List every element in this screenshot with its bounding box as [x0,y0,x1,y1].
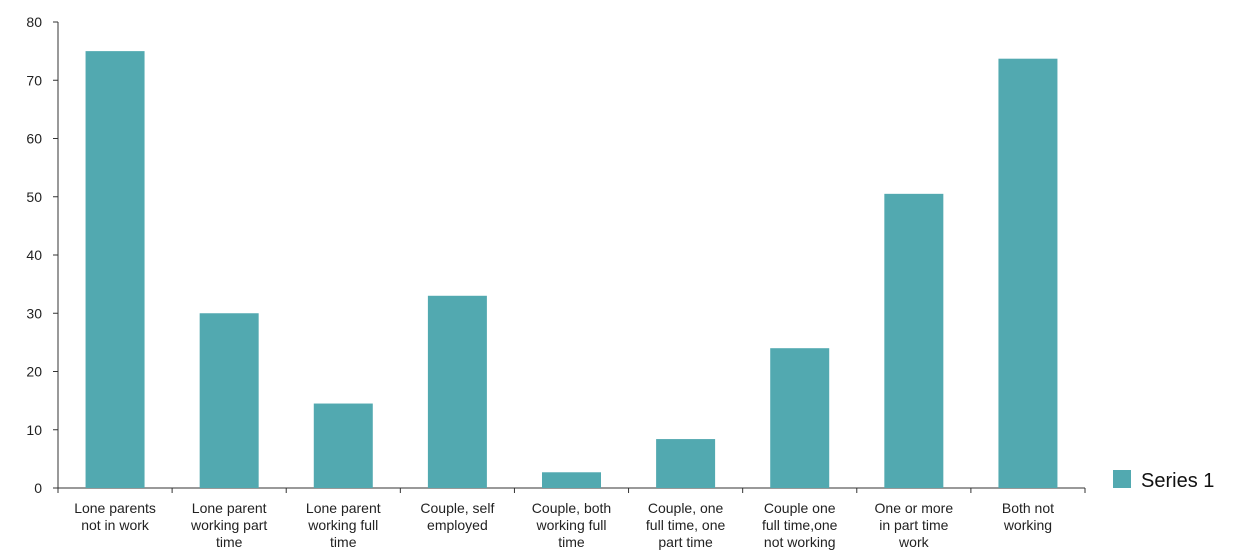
y-tick-label: 80 [26,14,42,30]
x-tick-label: Couple one [764,500,836,516]
x-tick-label: time [216,534,243,550]
x-tick-label: Both not [1002,500,1054,516]
bar [998,58,1058,488]
bar [85,51,145,488]
x-tick-label: Lone parent [306,500,381,516]
x-tick-label: Couple, self [420,500,494,516]
legend-label: Series 1 [1141,470,1214,492]
x-tick-label: full time, one [646,517,726,533]
legend-swatch [1113,470,1131,488]
x-tick-label: Lone parents [74,500,156,516]
x-tick-label: time [330,534,357,550]
bar [313,403,373,488]
x-tick-label: employed [427,517,488,533]
x-tick-label: working part [190,517,267,533]
bar [542,472,601,488]
bars [85,51,1058,488]
x-tick-label: One or more [875,500,954,516]
y-tick-label: 60 [26,131,42,147]
y-tick-label: 70 [26,72,42,88]
y-tick-label: 0 [34,480,42,496]
x-tick-label: not in work [81,517,150,533]
x-tick-label: Couple, one [648,500,724,516]
y-tick-label: 40 [26,247,42,263]
legend: Series 1 [1113,470,1214,492]
x-tick-label: in part time [879,517,948,533]
y-tick-label: 10 [26,422,42,438]
x-tick-label: part time [658,534,713,550]
y-tick-label: 20 [26,364,42,380]
y-tick-label: 50 [26,189,42,205]
bar [656,439,716,488]
x-tick-label: work [898,534,930,550]
bar [770,348,830,488]
x-tick-label: Couple, both [532,500,611,516]
x-tick-label: Lone parent [192,500,267,516]
x-tick-label: not working [764,534,836,550]
y-tick-label: 30 [26,305,42,321]
x-tick-label: working full [307,517,378,533]
x-tick-label: full time,one [762,517,838,533]
x-tick-label: working [1003,517,1052,533]
y-axis-ticks: 0 10 20 30 40 50 60 70 80 [26,14,58,496]
bar [884,193,944,488]
bar [427,295,487,488]
x-tick-label: time [558,534,585,550]
bar [199,313,259,488]
x-tick-label: working full [535,517,606,533]
